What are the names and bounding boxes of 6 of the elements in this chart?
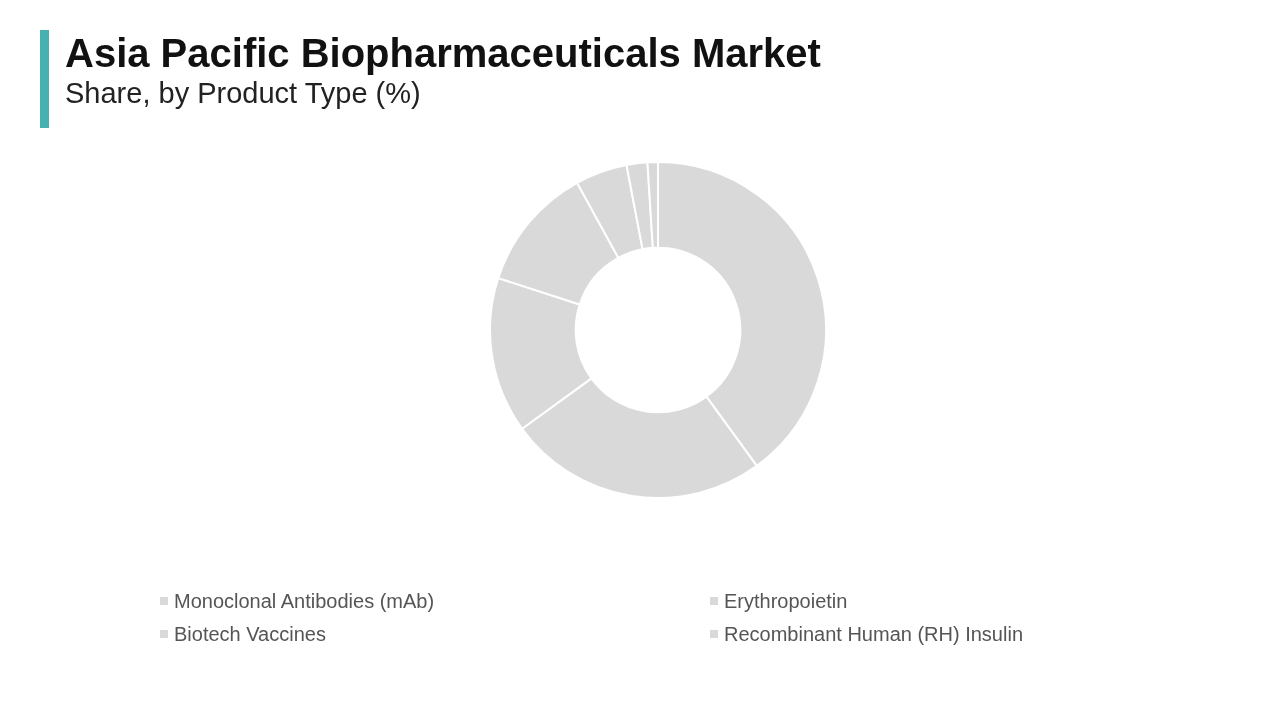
legend-label: Monoclonal Antibodies (mAb) (174, 590, 435, 612)
legend-label: Erythropoietin (724, 590, 848, 612)
chart-subtitle: Share, by Product Type (%) (65, 76, 422, 110)
legend-label: Recombinant Human (RH) Insulin (724, 623, 1024, 645)
chart-title: Asia Pacific Biopharmaceuticals Market (65, 30, 821, 76)
legend-label: Biotech Vaccines (174, 623, 326, 645)
